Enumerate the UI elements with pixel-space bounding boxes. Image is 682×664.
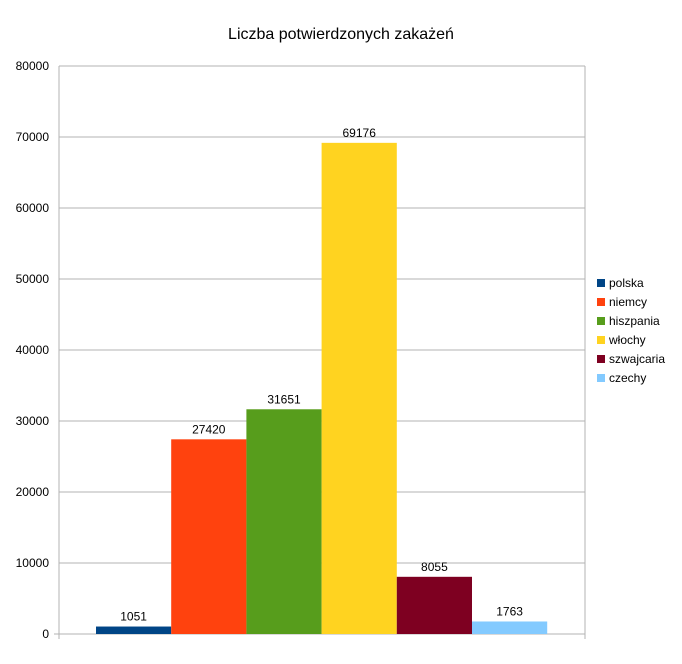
data-label: 69176 — [343, 126, 377, 140]
legend-swatch — [597, 298, 605, 306]
y-tick-label: 10000 — [16, 556, 50, 570]
bar-0 — [96, 626, 172, 634]
bar-5 — [472, 621, 548, 634]
data-label: 31651 — [267, 392, 301, 406]
data-label: 1051 — [120, 610, 147, 624]
bar-1 — [171, 439, 247, 634]
legend-swatch — [597, 317, 605, 325]
y-tick-label: 80000 — [16, 59, 50, 73]
y-tick-label: 40000 — [16, 343, 50, 357]
y-tick-label: 0 — [42, 627, 49, 641]
bar-2 — [246, 409, 322, 634]
bar-4 — [396, 576, 472, 634]
data-label: 27420 — [192, 422, 226, 436]
bar-3 — [321, 142, 397, 634]
y-tick-label: 20000 — [16, 485, 50, 499]
legend-swatch — [597, 374, 605, 382]
legend-swatch — [597, 336, 605, 344]
legend-label: polska — [609, 276, 644, 290]
chart-title: Liczba potwierdzonych zakażeń — [228, 26, 454, 43]
data-labels: 1051 27420 31651 69176 8055 1763 — [120, 126, 523, 624]
legend-label: szwajcaria — [609, 352, 665, 366]
y-tick-label: 60000 — [16, 201, 50, 215]
legend-label: czechy — [609, 371, 646, 385]
data-label: 8055 — [421, 560, 448, 574]
y-tick-label: 50000 — [16, 272, 50, 286]
legend-label: niemcy — [609, 295, 647, 309]
y-tick-label: 70000 — [16, 130, 50, 144]
legend-swatch — [597, 279, 605, 287]
y-axis-tick-labels: 0 10000 20000 30000 40000 50000 60000 70000 8000… — [16, 59, 50, 641]
legend-swatch — [597, 355, 605, 363]
legend-label: hiszpania — [609, 314, 660, 328]
y-tick-label: 30000 — [16, 414, 50, 428]
bars — [96, 142, 548, 634]
legend-label: włochy — [608, 333, 646, 347]
data-label: 1763 — [496, 604, 523, 618]
legend: polska niemcy hiszpania włochy szwajcaria cze… — [597, 276, 665, 385]
